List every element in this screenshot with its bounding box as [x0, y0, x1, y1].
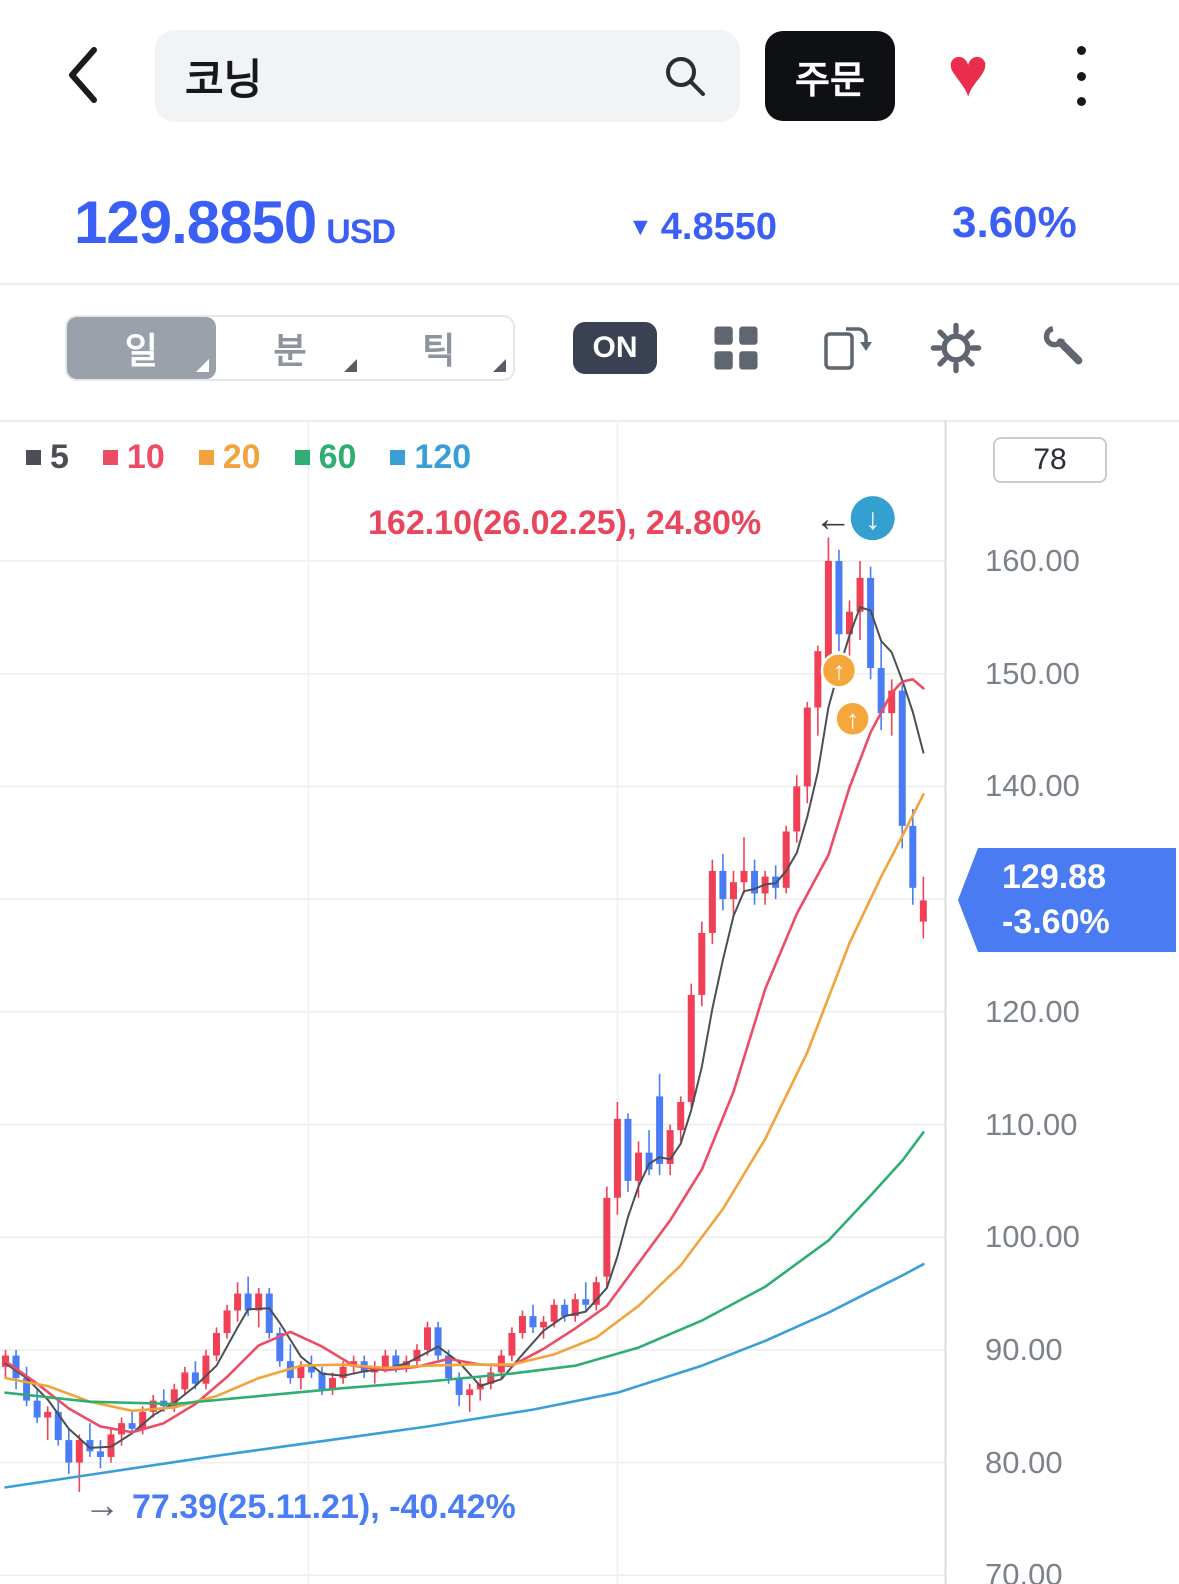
chart-markers[interactable]: ↑↑ ↓ — [820, 496, 895, 738]
ma-line-5 — [4, 606, 925, 1449]
legend-swatch-icon — [294, 450, 310, 465]
back-chevron-icon — [69, 47, 97, 103]
chart-candles — [2, 537, 927, 1492]
price-currency: USD — [326, 213, 396, 251]
period-day-button[interactable]: 일 — [67, 317, 216, 379]
search-input[interactable]: 코닝 — [155, 30, 740, 122]
svg-text:↑: ↑ — [832, 655, 845, 685]
y-axis-label: 120.00 — [985, 993, 1080, 1029]
rotate-page-button[interactable] — [818, 320, 874, 376]
legend-item-ma120[interactable]: 120 — [390, 438, 471, 477]
legend-item-ma10[interactable]: 10 — [102, 438, 165, 477]
legend-item-ma5[interactable]: 5 — [26, 438, 69, 477]
bar-count-box: 78 — [993, 437, 1107, 483]
ma-legend: 5 10 20 60 120 — [26, 438, 471, 477]
left-arrow-icon: ← — [814, 498, 852, 540]
order-button-label: 주문 — [795, 59, 865, 102]
buy-marker-icon — [834, 700, 871, 738]
y-axis-label: 150.00 — [985, 655, 1080, 691]
legend-label: 120 — [414, 438, 472, 476]
buy-marker-icon — [820, 652, 858, 689]
on-toggle-label: ON — [592, 331, 638, 364]
period-day-label: 일 — [124, 330, 158, 371]
legend-swatch-icon — [102, 450, 118, 465]
legend-label: 60 — [318, 438, 357, 476]
tools-button[interactable] — [1038, 320, 1094, 376]
divider — [0, 283, 1179, 285]
legend-item-ma60[interactable]: 60 — [294, 438, 357, 477]
svg-text:↓: ↓ — [865, 503, 880, 536]
settings-button[interactable] — [928, 320, 984, 376]
price-tag-value: 129.88 — [1002, 858, 1106, 897]
ma-line-120 — [4, 1262, 925, 1489]
search-icon[interactable] — [660, 51, 710, 101]
y-axis-label: 160.00 — [985, 543, 1080, 578]
grid-icon — [714, 326, 758, 370]
y-axis-label: 110.00 — [985, 1106, 1078, 1142]
corner-triangle-icon — [344, 359, 358, 372]
legend-swatch-icon — [198, 450, 214, 465]
period-minute-button[interactable]: 분 — [216, 317, 365, 379]
corner-triangle-icon — [195, 359, 209, 372]
chart-gridlines — [0, 420, 947, 1584]
y-axis-label: 90.00 — [985, 1331, 1063, 1367]
price-tag-percent: -3.60% — [1002, 903, 1110, 941]
moving-average-lines — [4, 606, 925, 1489]
low-annotation: 77.39(25.11.21), -40.42% — [132, 1488, 516, 1526]
more-menu-button[interactable] — [1066, 46, 1096, 106]
y-axis-label: 70.00 — [985, 1557, 1063, 1584]
legend-item-ma20[interactable]: 20 — [198, 438, 261, 477]
legend-label: 10 — [126, 438, 165, 476]
ma-line-10 — [4, 677, 925, 1434]
period-selector: 일 분 틱 — [65, 315, 515, 381]
corner-triangle-icon — [493, 359, 507, 372]
right-arrow-icon: → — [84, 1484, 120, 1525]
period-minute-label: 분 — [273, 330, 307, 371]
gear-icon — [930, 322, 982, 374]
svg-text:↑: ↑ — [846, 704, 859, 734]
y-axis-label: 140.00 — [985, 768, 1080, 804]
price-change-percent: 3.60% — [952, 198, 1077, 247]
page-rotate-icon — [824, 327, 872, 370]
kebab-dot — [1076, 71, 1086, 81]
peak-marker-icon — [850, 496, 895, 541]
price-value: 129.8850 — [74, 189, 317, 256]
current-price: 129.8850 USD — [74, 188, 396, 257]
legend-label: 5 — [50, 438, 69, 476]
period-tick-label: 틱 — [422, 330, 456, 371]
ma-line-20 — [4, 792, 925, 1413]
layout-grid-button[interactable] — [708, 320, 764, 376]
legend-swatch-icon — [390, 450, 406, 465]
high-annotation: 162.10(26.02.25), 24.80% — [368, 504, 762, 542]
search-value: 코닝 — [185, 55, 263, 103]
down-triangle-icon: ▼ — [628, 213, 653, 241]
order-button[interactable]: 주문 — [765, 31, 895, 121]
back-button[interactable] — [58, 42, 110, 108]
heart-glyph: ♥ — [947, 33, 989, 111]
candlestick-chart[interactable]: ↑↑ ↓ — [0, 420, 1179, 1584]
divider — [0, 420, 1179, 422]
wrench-icon — [1043, 325, 1083, 365]
current-price-tag: 129.88 -3.60% — [958, 848, 1176, 952]
kebab-dot — [1076, 46, 1086, 55]
legend-swatch-icon — [26, 450, 41, 465]
price-change-value: 4.8550 — [660, 206, 777, 248]
on-toggle-button[interactable]: ON — [573, 322, 657, 374]
favorite-heart-icon[interactable]: ♥ — [930, 24, 1006, 120]
y-axis-label: 80.00 — [985, 1444, 1063, 1480]
legend-label: 20 — [222, 438, 261, 476]
price-change: ▼ 4.8550 — [628, 206, 777, 249]
kebab-dot — [1076, 97, 1086, 106]
period-tick-button[interactable]: 틱 — [364, 317, 513, 379]
ma-line-60 — [4, 1131, 925, 1406]
y-axis-label: 100.00 — [985, 1219, 1080, 1255]
